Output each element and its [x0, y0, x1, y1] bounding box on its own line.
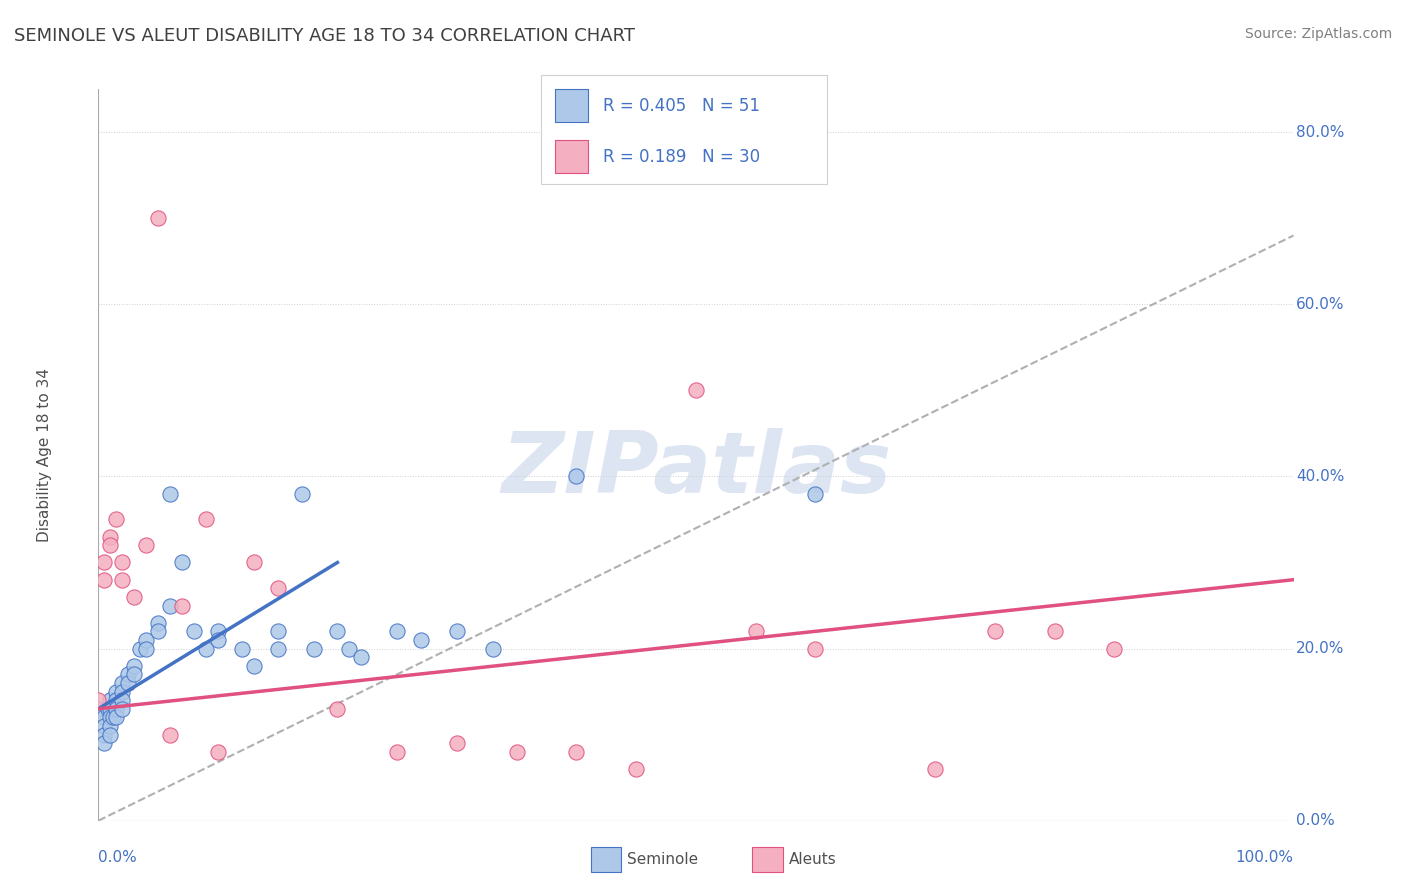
Point	[98, 530, 122, 544]
Text: R = 0.405   N = 51: R = 0.405 N = 51	[603, 97, 759, 115]
Point	[624, 762, 647, 776]
Point	[98, 702, 122, 716]
Text: 60.0%: 60.0%	[1296, 297, 1344, 312]
Point	[172, 599, 194, 613]
Point	[207, 632, 229, 647]
Point	[87, 702, 110, 716]
Text: 80.0%: 80.0%	[1296, 125, 1344, 140]
Text: R = 0.189   N = 30: R = 0.189 N = 30	[603, 148, 759, 166]
Point	[105, 702, 128, 716]
Point	[506, 745, 529, 759]
Point	[804, 641, 827, 656]
Point	[745, 624, 768, 639]
Point	[804, 486, 827, 500]
Point	[267, 641, 290, 656]
Point	[243, 556, 266, 570]
Point	[159, 486, 181, 500]
Text: 40.0%: 40.0%	[1296, 469, 1344, 484]
Text: 0.0%: 0.0%	[98, 850, 138, 865]
Text: Disability Age 18 to 34: Disability Age 18 to 34	[37, 368, 52, 542]
Point	[194, 512, 217, 526]
Point	[105, 684, 128, 698]
Text: Aleuts: Aleuts	[789, 853, 837, 867]
Point	[135, 538, 157, 552]
Point	[685, 384, 707, 398]
Text: Seminole: Seminole	[627, 853, 699, 867]
Point	[446, 624, 468, 639]
Point	[481, 641, 505, 656]
Point	[129, 641, 152, 656]
Point	[207, 624, 229, 639]
Point	[231, 641, 253, 656]
Point	[159, 599, 181, 613]
Point	[111, 556, 134, 570]
FancyBboxPatch shape	[555, 140, 589, 173]
Point	[385, 624, 409, 639]
Point	[267, 624, 290, 639]
Point	[385, 745, 409, 759]
Point	[194, 641, 217, 656]
Text: 20.0%: 20.0%	[1296, 641, 1344, 656]
Point	[97, 702, 120, 716]
FancyBboxPatch shape	[555, 89, 589, 122]
Point	[105, 512, 128, 526]
Point	[267, 582, 290, 596]
Point	[302, 641, 325, 656]
Point	[124, 658, 146, 673]
FancyBboxPatch shape	[540, 75, 827, 185]
Point	[411, 632, 433, 647]
Point	[337, 641, 360, 656]
Point	[124, 667, 146, 681]
Point	[148, 211, 170, 226]
Point	[326, 702, 349, 716]
Text: 0.0%: 0.0%	[1296, 814, 1334, 828]
Text: 100.0%: 100.0%	[1236, 850, 1294, 865]
Point	[111, 676, 134, 690]
Point	[148, 624, 170, 639]
Point	[93, 728, 115, 742]
Point	[93, 736, 115, 750]
Point	[183, 624, 205, 639]
Point	[111, 684, 134, 698]
Point	[105, 710, 128, 724]
Point	[350, 650, 373, 665]
Point	[117, 667, 139, 681]
Point	[117, 676, 139, 690]
Point	[135, 632, 157, 647]
Point	[565, 745, 588, 759]
Point	[98, 693, 122, 707]
Point	[111, 693, 134, 707]
Point	[111, 702, 134, 716]
Point	[105, 693, 128, 707]
Point	[924, 762, 946, 776]
Point	[243, 658, 266, 673]
Text: ZIPatlas: ZIPatlas	[501, 428, 891, 511]
Point	[101, 710, 124, 724]
Text: Source: ZipAtlas.com: Source: ZipAtlas.com	[1244, 27, 1392, 41]
Point	[87, 693, 110, 707]
Point	[98, 728, 122, 742]
Point	[111, 573, 134, 587]
Point	[124, 590, 146, 604]
Point	[172, 556, 194, 570]
Point	[93, 710, 115, 724]
Point	[446, 736, 468, 750]
Point	[290, 486, 312, 500]
Point	[1043, 624, 1066, 639]
Point	[1102, 641, 1125, 656]
Point	[98, 719, 122, 733]
Point	[93, 573, 115, 587]
Point	[565, 469, 588, 483]
Point	[93, 556, 115, 570]
Point	[326, 624, 349, 639]
Point	[98, 710, 122, 724]
Text: SEMINOLE VS ALEUT DISABILITY AGE 18 TO 34 CORRELATION CHART: SEMINOLE VS ALEUT DISABILITY AGE 18 TO 3…	[14, 27, 636, 45]
Point	[207, 745, 229, 759]
Point	[148, 615, 170, 630]
Point	[93, 719, 115, 733]
Point	[98, 538, 122, 552]
Point	[135, 641, 157, 656]
Point	[983, 624, 1005, 639]
Point	[159, 728, 181, 742]
